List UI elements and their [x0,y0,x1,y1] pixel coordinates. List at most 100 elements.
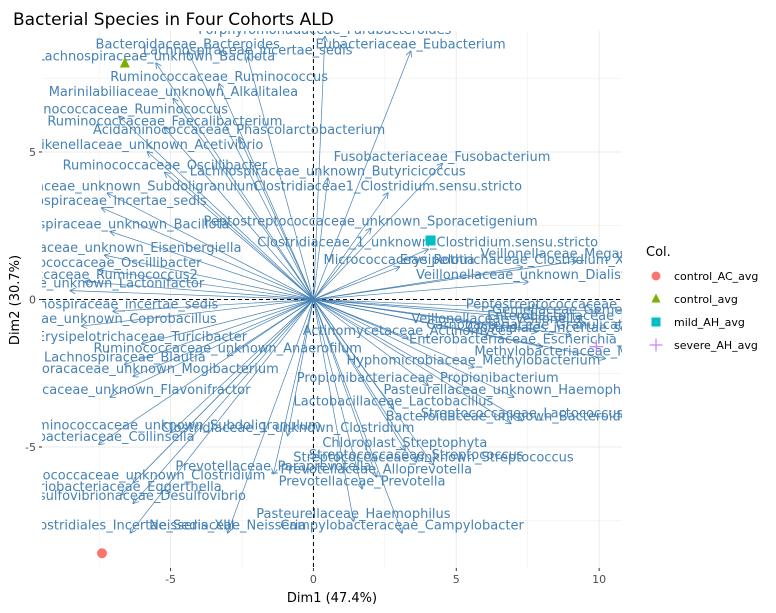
cohort-point-control-ac-avg [97,548,107,559]
variable-arrow-label: Ruminococcaceae_unknown_Subdoligranulum [20,418,320,433]
variable-arrow [313,299,604,359]
variable-arrow [148,152,314,300]
variable-arrow [313,179,327,300]
variable-arrow [82,299,314,327]
variable-arrow-label: Lachnospiraceae_unknown_Bacillota [0,218,229,233]
legend-key-severe-ah-avg [649,338,663,352]
y-axis-title: Dim2 (30.7%) [8,255,23,345]
legend-label: mild_AH_avg [674,316,745,329]
variable-arrow-label: Peptostreptococcaceae_Peptoclostridium [466,297,733,312]
variable-arrow-label: Veillonellaceae_Veillonella [411,312,581,327]
variable-arrow-label: Ruminococcaceae_Ruminococcus [110,70,328,85]
variable-arrow-label: Streptococcaceae_Streptococcus [309,448,524,463]
variable-arrow [239,137,314,300]
variable-arrow-label: Gemellaceae_Gemella [492,303,637,318]
legend-label: control_AC_avg [674,270,758,283]
variable-arrow-label: Lactobacillaceae_Lactobacillus [294,395,494,410]
x-tick-label: 0 [310,573,317,586]
variable-arrow-label: Prevotellaceae_Paraprevotella [175,460,371,475]
variable-arrow-label: Clostridiales_incertae_sedis_XIII [467,321,673,336]
variable-arrow [113,299,314,312]
legend-label: control_avg [674,293,738,306]
cohort-point-severe-ah-avg [589,339,604,354]
variable-arrow-label: Anaerovoracaceae_unknown_Mogibacterium [0,362,279,377]
variable-arrow [313,267,399,300]
variable-arrow-label: Erysipelotrichaceae_Turicibacter [37,330,248,345]
variable-arrow-label: Ruminococcaceae_Oscillibacter [63,159,268,174]
y-tick-label: 5 [29,146,36,159]
variable-arrow [142,299,314,344]
variable-arrow [313,299,362,489]
variable-arrow-label: Clostridiales_Incertae_Sedis_XIII [27,519,235,534]
variable-arrow-label: Coriobacteriaceae_Eggerthella [22,480,222,495]
variable-arrow-label: Ruminococcaceae_Ruminococcus [10,103,228,118]
variable-arrow-label: Rikenellaceae_unknown_Acetivibrio [32,138,263,153]
variable-arrow [133,299,314,504]
variable-arrow-label: Campylobacteraceae_Campylobacter [280,519,524,534]
variable-arrow [313,249,427,300]
legend-key-mild-ah-avg [651,317,661,327]
legend-title: Col. [646,245,671,260]
variable-arrow [288,299,314,436]
variable-arrow-label: Desulfovibrionaceae_Desulfovibrio [21,489,246,504]
variable-arrow-label: Veillonellaceae_unknown_Dialister [416,268,640,283]
variable-arrow [313,299,404,450]
variable-arrow-label: Fusobacteriaceae_Fusobacterium [334,150,551,165]
variable-arrow [313,299,353,521]
variable-arrow-label: Lachnospiraceae_unknown_Butyricicoccus [190,165,466,180]
legend-key-control-ac-avg [651,271,661,281]
variable-arrow [102,208,314,300]
legend-key-control-avg [651,293,661,303]
variable-arrow [85,282,314,300]
variable-arrow-label: Prevotellaceae_Alloprevotella [281,463,473,478]
variable-arrow-label: Lachnospiraceae_unknown_Eisenbergiella [0,241,241,256]
variable-arrow [313,299,407,338]
variable-arrow-label: Lachnospiraceae_unknown_Coprobacillus [0,312,217,327]
variable-arrow-label: Peptostreptococcaceae_unknown_Sporacetig… [204,215,538,230]
variable-arrow-label: Eubacteriaceae_Eubacterium [315,38,505,53]
variable-arrow [188,52,314,300]
variable-arrow-label: Hyphomicrobiaceae_Methylobacterium [346,353,600,368]
variable-arrow [165,173,314,300]
variable-arrow-label: Coriobacteriaceae_Collinsella [4,430,195,445]
variable-arrow-label: Veillonellaceae_Megasphaera [480,247,672,262]
variable-arrow [313,299,402,533]
variable-arrow-label: Lachnospiraceae_unknown_Bacillota [37,49,275,64]
variable-arrow [228,299,314,533]
variable-arrow-label: Pasteurellaceae_Haemophilus [256,507,450,522]
variable-arrow-label: Ruminococcaceae_unknown_Subdoligranulum [0,179,258,194]
variable-arrow [105,255,314,300]
variable-arrow [313,299,599,312]
variable-arrow [313,299,584,324]
x-tick-label: 5 [453,573,460,586]
variable-arrow [313,52,410,300]
variable-arrow-label: Propionibacteriaceae_Propionibacterium [297,371,559,386]
variable-arrow-label: Lachnospiraceae_unknown_Lactonifactor [0,277,205,292]
variable-arrow-label: Clostridiaceae1_Clostridium.sensu.strict… [253,179,522,194]
variable-arrow [171,299,314,433]
cohort-points [97,57,604,559]
variable-arrow-label: Streptococcaceae_unknown_Streptococcus [293,451,574,466]
variable-arrow [313,299,473,368]
y-tick-label: -5 [25,441,36,454]
variable-arrow [313,299,510,424]
x-tick-label: -5 [165,573,176,586]
variable-arrow [313,299,433,465]
variable-arrow-label: Pasteurellaceae_unknown_Haemophilus [384,383,644,398]
variable-arrow [99,270,314,300]
variable-arrow-label: Erysipelotrichaceae_Clostridium_XVIII [400,253,645,268]
variable-arrow-label: Acidaminococcaceae_Phascolarctobacterium [93,123,385,138]
x-tick-label: 10 [592,573,606,586]
variable-arrow [119,117,314,300]
variable-arrow [313,37,324,300]
variable-arrow-label: Lachnospiraceae_incertae_sedis [9,297,219,312]
variable-arrow [111,232,314,300]
variable-arrow [313,229,370,300]
variable-arrow [313,261,576,300]
variable-arrow [313,299,564,318]
variable-arrow [313,299,513,397]
variable-arrow [173,99,314,300]
variable-arrow [133,299,314,377]
variable-arrow-label: Prevotellaceae_Prevotella [279,474,446,489]
chart-title: Bacterial Species in Four Cohorts ALD [13,10,334,30]
